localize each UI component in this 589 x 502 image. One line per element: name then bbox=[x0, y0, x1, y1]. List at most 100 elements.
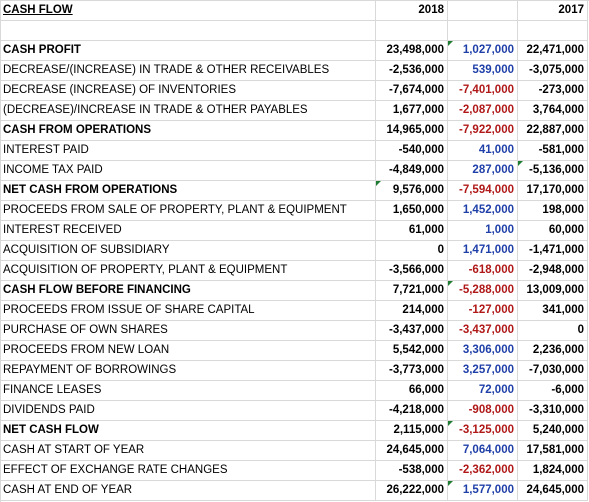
value-2017-cell[interactable]: -1,471,000 bbox=[518, 241, 588, 261]
row-label-cell[interactable] bbox=[0, 21, 376, 41]
row-label-cell[interactable]: FINANCE LEASES bbox=[0, 381, 376, 401]
value-2018-cell[interactable]: 214,000 bbox=[376, 301, 448, 321]
change-value-cell[interactable]: -3,437,000 bbox=[448, 321, 518, 341]
value-2018-cell[interactable]: 14,965,000 bbox=[376, 121, 448, 141]
value-2017-cell[interactable]: 22,887,000 bbox=[518, 121, 588, 141]
value-2017-cell[interactable]: -7,030,000 bbox=[518, 361, 588, 381]
value-2017-cell[interactable]: 17,170,000 bbox=[518, 181, 588, 201]
change-value-cell[interactable]: 3,257,000 bbox=[448, 361, 518, 381]
row-label-cell[interactable]: INCOME TAX PAID bbox=[0, 161, 376, 181]
value-2018-cell[interactable]: -4,849,000 bbox=[376, 161, 448, 181]
row-label-cell[interactable]: CASH PROFIT bbox=[0, 41, 376, 61]
header-year-2017-cell[interactable]: 2017 bbox=[518, 1, 588, 21]
value-2017-cell[interactable]: 3,764,000 bbox=[518, 101, 588, 121]
value-2018-cell[interactable]: 9,576,000 bbox=[376, 181, 448, 201]
row-label-cell[interactable]: CASH FROM OPERATIONS bbox=[0, 121, 376, 141]
value-2018-cell[interactable]: 61,000 bbox=[376, 221, 448, 241]
row-label-cell[interactable]: CASH FLOW BEFORE FINANCING bbox=[0, 281, 376, 301]
change-value-cell[interactable]: -2,362,000 bbox=[448, 461, 518, 481]
change-value-cell[interactable]: -5,288,000 bbox=[448, 281, 518, 301]
value-2017-cell[interactable]: 341,000 bbox=[518, 301, 588, 321]
value-2017-cell[interactable]: -3,075,000 bbox=[518, 61, 588, 81]
row-label-cell[interactable]: INTEREST PAID bbox=[0, 141, 376, 161]
change-value-cell[interactable]: 1,452,000 bbox=[448, 201, 518, 221]
value-2018-cell[interactable]: 1,650,000 bbox=[376, 201, 448, 221]
row-label-cell[interactable]: PROCEEDS FROM NEW LOAN bbox=[0, 341, 376, 361]
error-indicator-icon[interactable] bbox=[448, 281, 453, 286]
value-2017-cell[interactable]: 5,240,000 bbox=[518, 421, 588, 441]
value-2018-cell[interactable]: 5,542,000 bbox=[376, 341, 448, 361]
value-2017-cell[interactable]: 2,236,000 bbox=[518, 341, 588, 361]
row-label-cell[interactable]: NET CASH FROM OPERATIONS bbox=[0, 181, 376, 201]
row-label-cell[interactable]: PROCEEDS FROM ISSUE OF SHARE CAPITAL bbox=[0, 301, 376, 321]
error-indicator-icon[interactable] bbox=[448, 481, 453, 486]
value-2018-cell[interactable]: -2,536,000 bbox=[376, 61, 448, 81]
change-value-cell[interactable]: -3,125,000 bbox=[448, 421, 518, 441]
value-2018-cell[interactable]: -3,566,000 bbox=[376, 261, 448, 281]
value-2017-cell[interactable]: -3,310,000 bbox=[518, 401, 588, 421]
row-label-cell[interactable]: REPAYMENT OF BORROWINGS bbox=[0, 361, 376, 381]
change-value-cell[interactable]: 1,000 bbox=[448, 221, 518, 241]
change-value-cell[interactable]: -618,000 bbox=[448, 261, 518, 281]
value-2018-cell[interactable]: -538,000 bbox=[376, 461, 448, 481]
value-2018-cell[interactable]: -3,773,000 bbox=[376, 361, 448, 381]
value-2017-cell[interactable]: 24,645,000 bbox=[518, 481, 588, 501]
change-value-cell[interactable]: 539,000 bbox=[448, 61, 518, 81]
header-change-cell[interactable] bbox=[448, 1, 518, 21]
value-2017-cell[interactable]: 0 bbox=[518, 321, 588, 341]
row-label-cell[interactable]: CASH AT START OF YEAR bbox=[0, 441, 376, 461]
change-value-cell[interactable]: -7,401,000 bbox=[448, 81, 518, 101]
change-value-cell[interactable]: 72,000 bbox=[448, 381, 518, 401]
header-label-cell[interactable]: CASH FLOW bbox=[0, 1, 376, 21]
row-label-cell[interactable]: EFFECT OF EXCHANGE RATE CHANGES bbox=[0, 461, 376, 481]
value-2017-cell[interactable]: 60,000 bbox=[518, 221, 588, 241]
error-indicator-icon[interactable] bbox=[448, 41, 453, 46]
value-2018-cell[interactable]: 1,677,000 bbox=[376, 101, 448, 121]
change-value-cell[interactable]: 287,000 bbox=[448, 161, 518, 181]
value-2018-cell[interactable]: 23,498,000 bbox=[376, 41, 448, 61]
header-year-2018-cell[interactable]: 2018 bbox=[376, 1, 448, 21]
value-2018-cell[interactable]: 0 bbox=[376, 241, 448, 261]
value-2017-cell[interactable]: -5,136,000 bbox=[518, 161, 588, 181]
change-value-cell[interactable]: -7,594,000 bbox=[448, 181, 518, 201]
change-value-cell[interactable]: -127,000 bbox=[448, 301, 518, 321]
row-label-cell[interactable]: ACQUISITION OF SUBSIDIARY bbox=[0, 241, 376, 261]
value-2018-cell[interactable]: 26,222,000 bbox=[376, 481, 448, 501]
value-2018-cell[interactable]: 7,721,000 bbox=[376, 281, 448, 301]
row-label-cell[interactable]: DECREASE/(INCREASE) IN TRADE & OTHER REC… bbox=[0, 61, 376, 81]
row-label-cell[interactable]: PROCEEDS FROM SALE OF PROPERTY, PLANT & … bbox=[0, 201, 376, 221]
value-2017-cell[interactable]: 198,000 bbox=[518, 201, 588, 221]
value-2018-cell[interactable] bbox=[376, 21, 448, 41]
change-value-cell[interactable]: 3,306,000 bbox=[448, 341, 518, 361]
row-label-cell[interactable]: DIVIDENDS PAID bbox=[0, 401, 376, 421]
change-value-cell[interactable]: -2,087,000 bbox=[448, 101, 518, 121]
change-value-cell[interactable]: 7,064,000 bbox=[448, 441, 518, 461]
value-2018-cell[interactable]: -4,218,000 bbox=[376, 401, 448, 421]
value-2018-cell[interactable]: -3,437,000 bbox=[376, 321, 448, 341]
row-label-cell[interactable]: PURCHASE OF OWN SHARES bbox=[0, 321, 376, 341]
row-label-cell[interactable]: ACQUISITION OF PROPERTY, PLANT & EQUIPME… bbox=[0, 261, 376, 281]
error-indicator-icon[interactable] bbox=[518, 161, 523, 166]
error-indicator-icon[interactable] bbox=[448, 421, 453, 426]
row-label-cell[interactable]: DECREASE (INCREASE) OF INVENTORIES bbox=[0, 81, 376, 101]
value-2017-cell[interactable]: 13,009,000 bbox=[518, 281, 588, 301]
value-2017-cell[interactable]: -273,000 bbox=[518, 81, 588, 101]
value-2017-cell[interactable]: -2,948,000 bbox=[518, 261, 588, 281]
value-2018-cell[interactable]: -540,000 bbox=[376, 141, 448, 161]
value-2017-cell[interactable]: 17,581,000 bbox=[518, 441, 588, 461]
row-label-cell[interactable]: NET CASH FLOW bbox=[0, 421, 376, 441]
value-2017-cell[interactable]: 22,471,000 bbox=[518, 41, 588, 61]
change-value-cell[interactable]: 41,000 bbox=[448, 141, 518, 161]
value-2017-cell[interactable]: -581,000 bbox=[518, 141, 588, 161]
value-2018-cell[interactable]: -7,674,000 bbox=[376, 81, 448, 101]
change-value-cell[interactable]: -908,000 bbox=[448, 401, 518, 421]
row-label-cell[interactable]: (DECREASE)/INCREASE IN TRADE & OTHER PAY… bbox=[0, 101, 376, 121]
change-value-cell[interactable]: -7,922,000 bbox=[448, 121, 518, 141]
value-2018-cell[interactable]: 2,115,000 bbox=[376, 421, 448, 441]
error-indicator-icon[interactable] bbox=[376, 181, 381, 186]
change-value-cell[interactable]: 1,471,000 bbox=[448, 241, 518, 261]
value-2018-cell[interactable]: 24,645,000 bbox=[376, 441, 448, 461]
value-2018-cell[interactable]: 66,000 bbox=[376, 381, 448, 401]
row-label-cell[interactable]: CASH AT END OF YEAR bbox=[0, 481, 376, 501]
value-2017-cell[interactable]: -6,000 bbox=[518, 381, 588, 401]
